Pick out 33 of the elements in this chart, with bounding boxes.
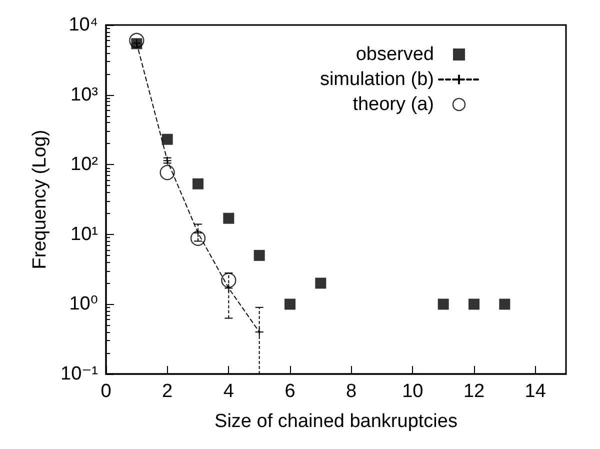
y-tick-label: 10¹ [70,224,98,245]
x-axis-title: Size of chained bankruptcies [214,411,458,432]
point [224,284,234,293]
legend-label: simulation (b) [320,69,434,90]
y-tick-label: 10⁰ [69,294,98,315]
x-tick-label: 10 [402,381,424,402]
point [315,278,326,289]
y-axis-title: Frequency (Log) [30,130,51,270]
point [499,298,510,310]
y-tick-label: 10⁴ [68,14,98,36]
point [468,298,480,310]
x-tick-label: 12 [463,381,485,402]
legend-label: observed [356,44,434,65]
point [223,212,234,224]
point [190,230,206,246]
y-tick-label: 10⁻¹ [60,364,98,384]
y-tick-label: 10² [70,154,98,176]
x-tick-label: 4 [223,381,234,402]
point [192,178,204,190]
y-tick-label: 10³ [70,84,98,106]
point [254,250,265,261]
point [221,272,236,288]
x-tick-label: 14 [524,381,546,402]
x-tick-label: 8 [346,381,357,402]
point [254,327,264,336]
x-tick-label: 2 [162,381,173,402]
x-tick-label: 0 [100,381,112,402]
x-tick-label: 6 [284,381,296,402]
point [129,32,144,48]
point [438,298,449,310]
legend-label: theory (a) [352,94,434,115]
point [284,298,296,310]
point [162,134,173,145]
